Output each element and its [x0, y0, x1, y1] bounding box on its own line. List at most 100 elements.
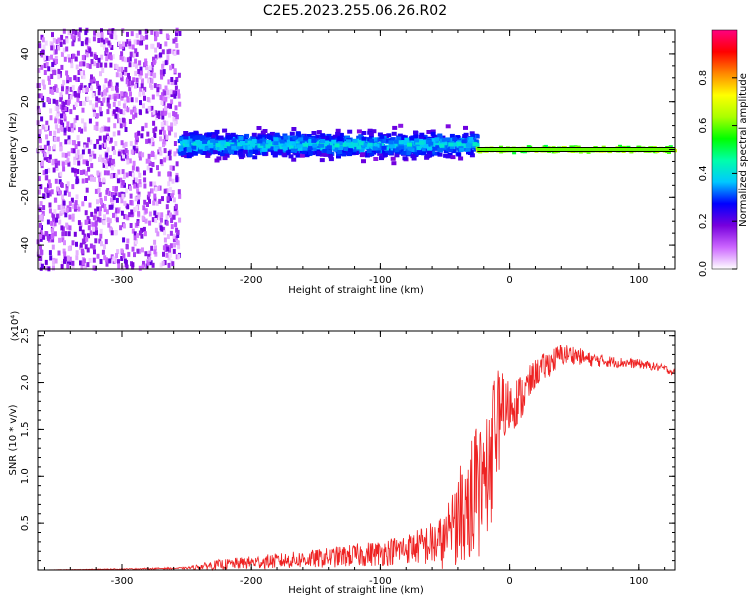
heatmap-cell [124, 92, 128, 98]
heatmap-cell [74, 144, 78, 149]
heatmap-cell [41, 210, 45, 216]
heatmap-cell [423, 144, 429, 149]
heatmap-cell [73, 168, 77, 174]
heatmap-cell [43, 70, 47, 75]
heatmap-cell [145, 263, 149, 269]
heatmap-cell [81, 107, 85, 113]
heatmap-cell [51, 32, 54, 38]
heatmap-cell [120, 140, 124, 146]
heatmap-cell [320, 133, 326, 138]
heatmap-cell [132, 77, 136, 83]
heatmap-cell [39, 236, 43, 242]
colorbar-tick-label: 0.2 [698, 213, 709, 229]
heatmap-cell [69, 109, 73, 115]
heatmap-cell [163, 260, 167, 266]
heatmap-cell [219, 146, 225, 151]
heatmap-cell [121, 180, 125, 185]
heatmap-cell [141, 247, 144, 253]
heatmap-cell [109, 55, 113, 61]
heatmap-cell [48, 250, 52, 256]
heatmap-cell [91, 222, 95, 228]
heatmap-cell [90, 59, 94, 64]
heatmap-cell [69, 94, 73, 100]
heatmap-cell [199, 146, 204, 151]
heatmap-cell [93, 249, 96, 255]
heatmap-cell [111, 28, 115, 34]
heatmap-cell [40, 64, 44, 70]
heatmap-cell [121, 56, 125, 62]
heatmap-cell [110, 165, 114, 171]
heatmap-cell [295, 148, 300, 153]
heatmap-cell [97, 97, 101, 103]
heatmap-cell [107, 222, 111, 228]
heatmap-cell [123, 149, 126, 155]
heatmap-cell [199, 135, 205, 140]
heatmap-cell [161, 63, 165, 69]
heatmap-cell [82, 61, 86, 67]
heatmap-cell [46, 140, 50, 146]
heatmap-cell [266, 135, 272, 140]
heatmap-cell [156, 87, 160, 93]
heatmap-cell [97, 85, 101, 91]
heatmap-cell [53, 231, 57, 237]
snr-panel: -300 -200 -100 0 100 0.5 1.0 1.5 2.0 2.5 Height o… [8, 311, 676, 596]
heatmap-cell [70, 63, 74, 69]
heatmap-cell [135, 166, 139, 172]
heatmap-cell [128, 86, 132, 92]
heatmap-cell [89, 100, 92, 106]
heatmap-cell [166, 234, 170, 240]
heatmap-cell [305, 152, 311, 156]
heatmap-cell [161, 95, 165, 101]
heatmap-cell [184, 154, 190, 159]
heatmap-cell [140, 233, 144, 239]
heatmap-cell [445, 154, 451, 159]
heatmap-cell [129, 91, 132, 97]
heatmap-cell [465, 147, 471, 152]
heatmap-cell [119, 109, 123, 115]
heatmap-cell [217, 140, 223, 145]
heatmap-cell [136, 221, 140, 226]
heatmap-cell [160, 226, 164, 232]
heatmap-cell [165, 214, 169, 219]
heatmap-cell [107, 81, 111, 87]
heatmap-cell [419, 132, 425, 137]
heatmap-cell [231, 138, 237, 143]
heatmap-cell [135, 51, 139, 57]
heatmap-cell [85, 161, 89, 166]
heatmap-cell [112, 192, 115, 198]
heatmap-cell [96, 253, 100, 259]
heatmap-cell [151, 152, 155, 157]
heatmap-cell [337, 150, 343, 154]
heatmap-cell [73, 160, 77, 165]
heatmap-cell [46, 219, 50, 225]
heatmap-cell [142, 90, 145, 96]
heatmap-cell [320, 139, 326, 143]
heatmap-cell [61, 152, 65, 158]
heatmap-cell [155, 200, 159, 206]
heatmap-cell [84, 196, 87, 201]
heatmap-cell [308, 150, 314, 155]
heatmap-cell [122, 253, 126, 259]
heatmap-cell [463, 125, 468, 130]
heatmap-cell [170, 99, 174, 105]
heatmap-cell [65, 207, 69, 213]
heatmap-cell [456, 142, 461, 146]
heatmap-cell [67, 151, 71, 157]
heatmap-cell [197, 137, 203, 142]
heatmap-cell [45, 124, 49, 130]
heatmap-cell [87, 148, 91, 154]
heatmap-cell [260, 141, 266, 146]
heatmap-cell [133, 83, 137, 89]
heatmap-cell [61, 260, 65, 266]
heatmap-cell [473, 139, 479, 144]
heatmap-cell [167, 93, 171, 99]
heatmap-cell [137, 211, 141, 217]
heatmap-cell [128, 62, 132, 68]
heatmap-cell [139, 151, 142, 157]
heatmap-cell [132, 62, 136, 67]
heatmap-cell [47, 66, 51, 72]
snr-multiplier: (x10⁴) [10, 311, 21, 342]
heatmap-cell [83, 122, 87, 128]
heatmap-cell [401, 136, 407, 140]
heatmap-cell [105, 152, 109, 158]
